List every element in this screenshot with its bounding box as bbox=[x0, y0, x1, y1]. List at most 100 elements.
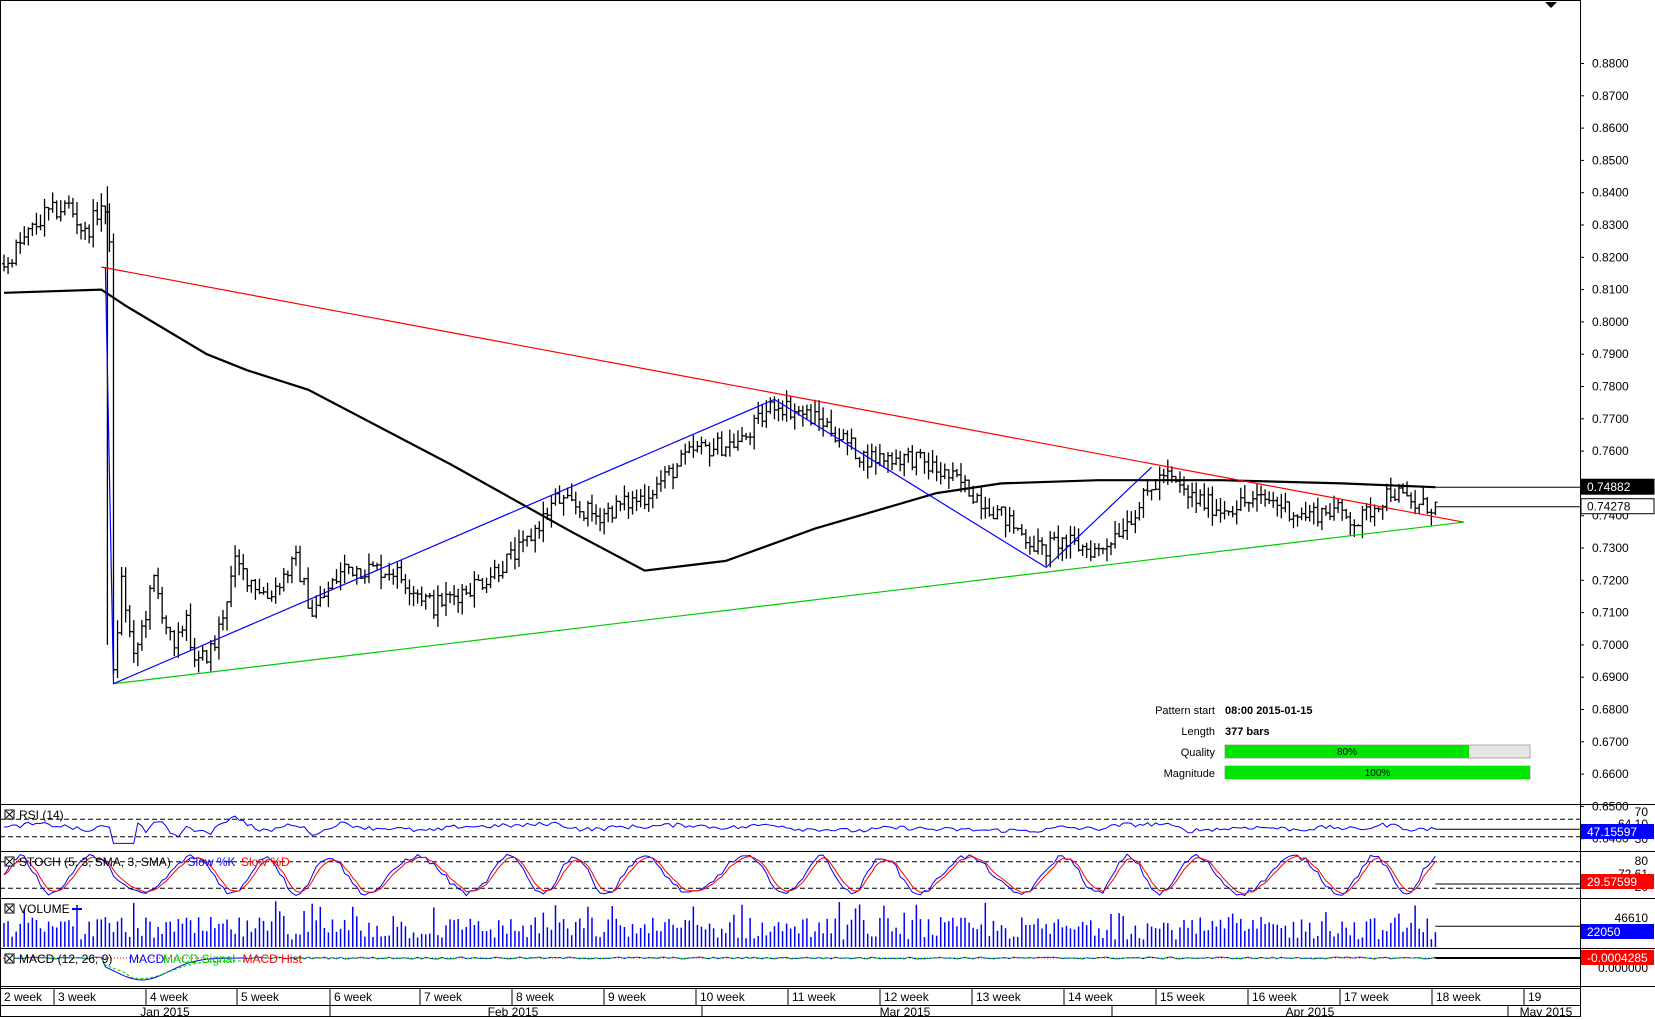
price-bar bbox=[334, 569, 339, 585]
price-axis-labels: 0.8800 0.8700 0.8600 0.8500 0.8400 0.8300 0.82… bbox=[1580, 57, 1629, 846]
price-bar bbox=[366, 553, 371, 584]
price-bar bbox=[504, 553, 509, 574]
price-bar bbox=[200, 646, 205, 661]
price-bar bbox=[204, 650, 209, 664]
price-bar bbox=[62, 200, 67, 216]
price-bar bbox=[147, 585, 152, 630]
price-bar bbox=[1242, 485, 1247, 507]
price-bar bbox=[172, 630, 177, 657]
month-label: Mar 2015 bbox=[880, 1005, 931, 1017]
stoch-value-box bbox=[1581, 874, 1654, 889]
volume-title: VOLUME bbox=[19, 902, 70, 916]
price-bar bbox=[1230, 505, 1235, 518]
price-bar bbox=[411, 585, 416, 607]
stoch-line bbox=[3, 853, 1436, 897]
pattern-quality-label: Quality bbox=[1181, 747, 1216, 759]
price-bar bbox=[342, 554, 347, 584]
price-bar bbox=[38, 214, 43, 231]
rsi-tick-label: 70 bbox=[1635, 805, 1649, 819]
pattern-length-label: Length bbox=[1181, 726, 1215, 738]
price-bar bbox=[817, 400, 822, 432]
price-bar bbox=[1356, 524, 1361, 527]
price-bar bbox=[403, 574, 408, 595]
price-bar bbox=[431, 589, 436, 619]
price-bar bbox=[1003, 506, 1008, 538]
price-bar bbox=[245, 568, 250, 592]
week-label: 15 week bbox=[1160, 990, 1206, 1004]
price-tick-label: 0.8800 bbox=[1592, 57, 1629, 71]
week-label: 18 week bbox=[1436, 990, 1482, 1004]
price-bar bbox=[922, 451, 927, 474]
price-bar bbox=[1376, 507, 1381, 513]
price-bar bbox=[46, 206, 51, 221]
price-bar bbox=[1129, 511, 1134, 526]
price-marker-box bbox=[1580, 498, 1655, 515]
price-bar bbox=[1104, 538, 1109, 562]
price-bar bbox=[788, 396, 793, 420]
price-bar bbox=[975, 493, 980, 503]
price-bar bbox=[22, 226, 27, 246]
price-bar bbox=[516, 529, 521, 567]
price-bar bbox=[926, 452, 931, 480]
price-bar bbox=[1202, 483, 1207, 511]
price-bar bbox=[1283, 492, 1288, 513]
price-tick-label: 0.8100 bbox=[1592, 283, 1629, 297]
price-bar bbox=[1222, 501, 1227, 520]
price-bar bbox=[1198, 489, 1203, 507]
price-bar bbox=[995, 504, 1000, 520]
price-bar bbox=[176, 622, 181, 658]
price-bar bbox=[1254, 483, 1259, 512]
price-bar bbox=[626, 492, 631, 519]
price-bar bbox=[1344, 508, 1349, 520]
price-bar bbox=[942, 463, 947, 480]
price-bar bbox=[74, 201, 79, 235]
price-bar bbox=[821, 407, 826, 437]
price-bar bbox=[1036, 528, 1041, 555]
moving-average-line bbox=[3, 288, 1436, 572]
price-bar bbox=[253, 579, 258, 600]
pattern-magnitude-label: Magnitude bbox=[1164, 768, 1215, 780]
price-bar bbox=[1052, 531, 1057, 541]
price-bar bbox=[492, 559, 497, 580]
price-bar bbox=[1332, 495, 1337, 521]
stoch-title: STOCH (5, 3, SMA, 3, SMA) bbox=[19, 855, 171, 869]
price-bar bbox=[731, 433, 736, 449]
resistance-pattern-line bbox=[101, 266, 1464, 523]
price-bar bbox=[1056, 525, 1061, 560]
price-bar bbox=[383, 573, 388, 578]
price-bar bbox=[83, 221, 88, 240]
price-bar bbox=[577, 500, 582, 519]
quality-bar-value: 80% bbox=[1337, 747, 1357, 758]
macd-legend-item: MACD bbox=[129, 952, 165, 966]
price-bar bbox=[1040, 537, 1045, 555]
price-bar bbox=[265, 582, 270, 600]
week-label: 4 week bbox=[150, 990, 189, 1004]
price-bar bbox=[1015, 527, 1020, 531]
price-bar bbox=[415, 589, 420, 604]
price-bar bbox=[987, 498, 992, 517]
price-bar bbox=[598, 507, 603, 532]
month-label: Jan 2015 bbox=[140, 1005, 190, 1017]
price-bar bbox=[160, 586, 165, 624]
pattern-info: Pattern start 08:00 2015-01-15 Length 377 b… bbox=[1155, 705, 1531, 780]
price-bar bbox=[87, 224, 92, 244]
price-bars bbox=[2, 192, 1438, 678]
price-bar bbox=[671, 463, 676, 490]
price-bar bbox=[841, 428, 846, 441]
price-bar bbox=[1303, 501, 1308, 521]
rsi-value-label: 47.15597 bbox=[1587, 825, 1637, 839]
macd-value-label: -0.0004285 bbox=[1587, 951, 1648, 965]
price-bar bbox=[496, 563, 501, 583]
price-bar bbox=[1084, 542, 1089, 558]
price-bar bbox=[1352, 519, 1357, 538]
price-bar bbox=[1250, 491, 1255, 508]
price-bar bbox=[58, 200, 63, 222]
price-bar bbox=[873, 446, 878, 475]
price-tick-label: 0.8600 bbox=[1592, 121, 1629, 135]
price-tick-label: 0.8000 bbox=[1592, 315, 1629, 329]
price-bar bbox=[1417, 503, 1422, 515]
price-bar bbox=[127, 605, 132, 638]
price-bar bbox=[642, 484, 647, 510]
